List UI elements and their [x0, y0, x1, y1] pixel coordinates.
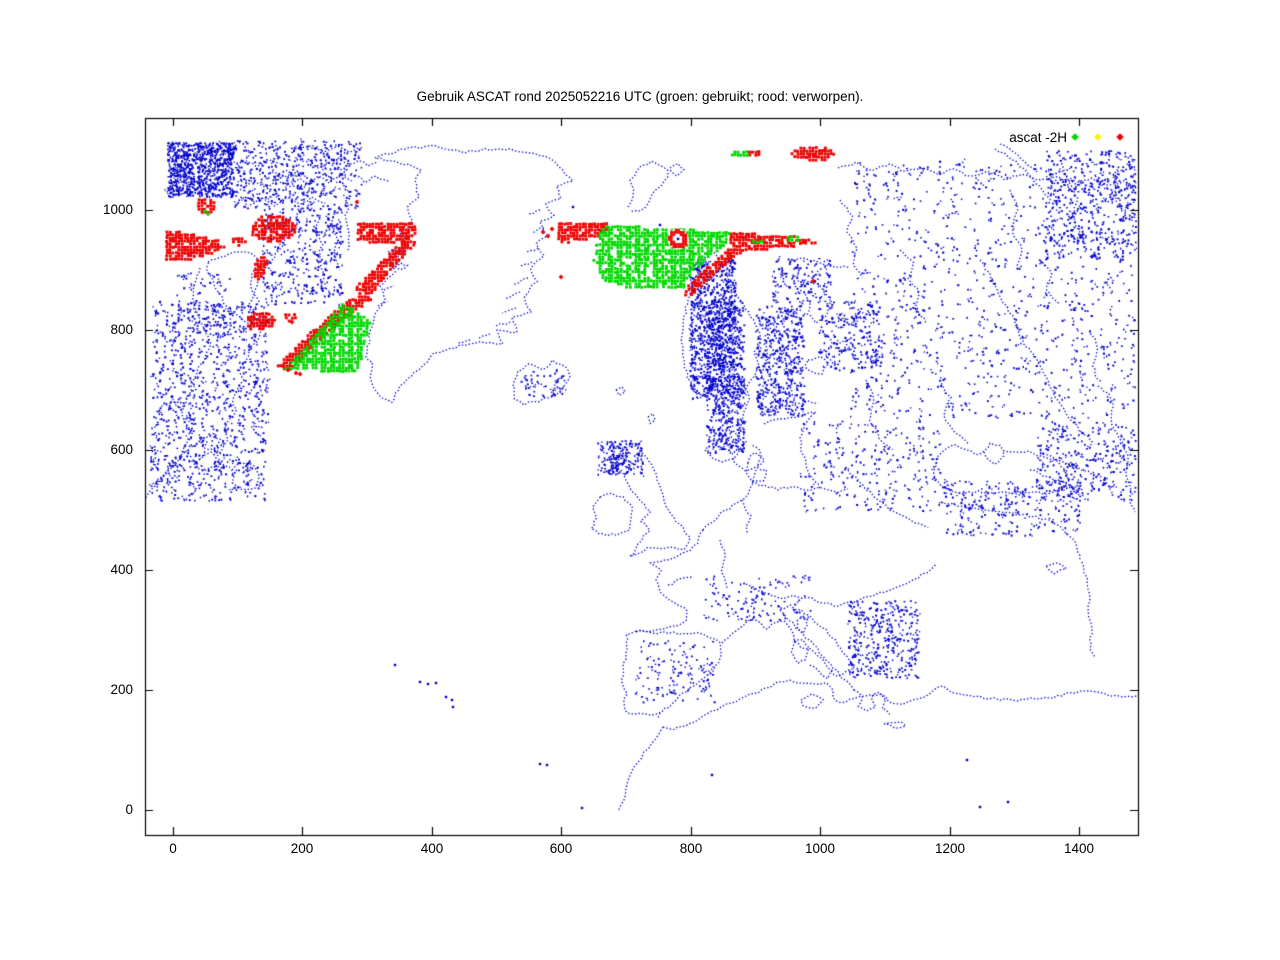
- x-tick-label: 800: [679, 841, 703, 856]
- y-tick-label: 800: [110, 322, 133, 337]
- y-tick-label: 600: [110, 442, 133, 457]
- y-tick-label: 400: [110, 562, 133, 577]
- x-tick-label: 200: [290, 841, 314, 856]
- y-tick-label: 1000: [102, 202, 133, 217]
- legend-label: ascat -2H: [1009, 130, 1067, 145]
- x-tick-label: 0: [169, 841, 177, 856]
- x-tick-label: 400: [420, 841, 444, 856]
- x-tick-label: 1200: [934, 841, 966, 856]
- x-tick-label: 1400: [1063, 841, 1095, 856]
- x-tick-label: 1000: [804, 841, 836, 856]
- x-tick-label: 600: [549, 841, 573, 856]
- plot-title: Gebruik ASCAT rond 2025052216 UTC (groen…: [416, 89, 864, 104]
- y-tick-label: 0: [125, 802, 133, 817]
- y-tick-label: 200: [110, 682, 133, 697]
